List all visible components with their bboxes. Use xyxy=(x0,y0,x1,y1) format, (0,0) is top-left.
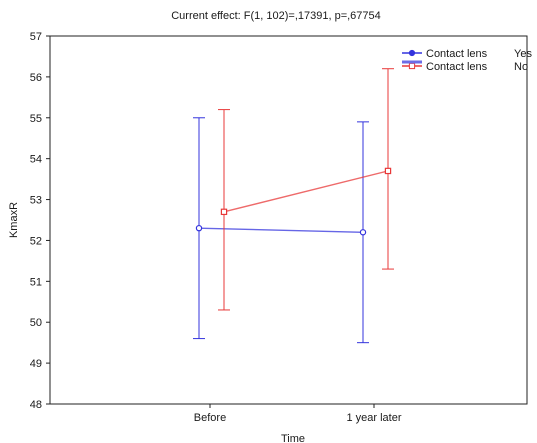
series-line xyxy=(198,227,364,233)
legend-swatch-marker xyxy=(408,62,416,70)
series-layer xyxy=(193,68,394,344)
data-point xyxy=(195,224,203,232)
x-tick-label: 1 year later xyxy=(346,412,401,424)
data-point xyxy=(384,167,392,175)
y-tick-label: 57 xyxy=(30,31,42,43)
legend-factor-label: Contact lens xyxy=(426,61,488,73)
series-no xyxy=(218,68,394,311)
legend: Contact lens Yes Contact lens No xyxy=(402,48,532,73)
plot-frame xyxy=(49,35,528,405)
y-tick-label: 50 xyxy=(30,317,42,329)
y-axis-label: KmaxR xyxy=(8,202,20,238)
y-tick-label: 54 xyxy=(30,154,42,166)
legend-series-label: No xyxy=(514,61,528,73)
legend-series-label: Yes xyxy=(514,48,532,60)
x-axis: Before 1 year later xyxy=(194,404,402,424)
y-tick-label: 49 xyxy=(30,358,42,370)
series-line xyxy=(223,170,389,213)
y-tick-label: 52 xyxy=(30,235,42,247)
y-tick-label: 55 xyxy=(30,113,42,125)
data-point xyxy=(220,208,228,216)
legend-factor-label: Contact lens xyxy=(426,48,488,60)
x-axis-label: Time xyxy=(281,433,305,443)
y-tick-label: 51 xyxy=(30,276,42,288)
x-tick-label: Before xyxy=(194,412,226,424)
chart-title: Current effect: F(1, 102)=,17391, p=,677… xyxy=(171,10,381,22)
series-yes xyxy=(193,117,369,344)
y-axis: 48 49 50 51 52 53 54 55 56 57 xyxy=(30,31,50,411)
y-tick-label: 53 xyxy=(30,195,42,207)
y-tick-label: 56 xyxy=(30,72,42,84)
data-point xyxy=(359,229,367,236)
legend-swatch-marker xyxy=(408,49,416,57)
y-tick-label: 48 xyxy=(30,399,42,411)
